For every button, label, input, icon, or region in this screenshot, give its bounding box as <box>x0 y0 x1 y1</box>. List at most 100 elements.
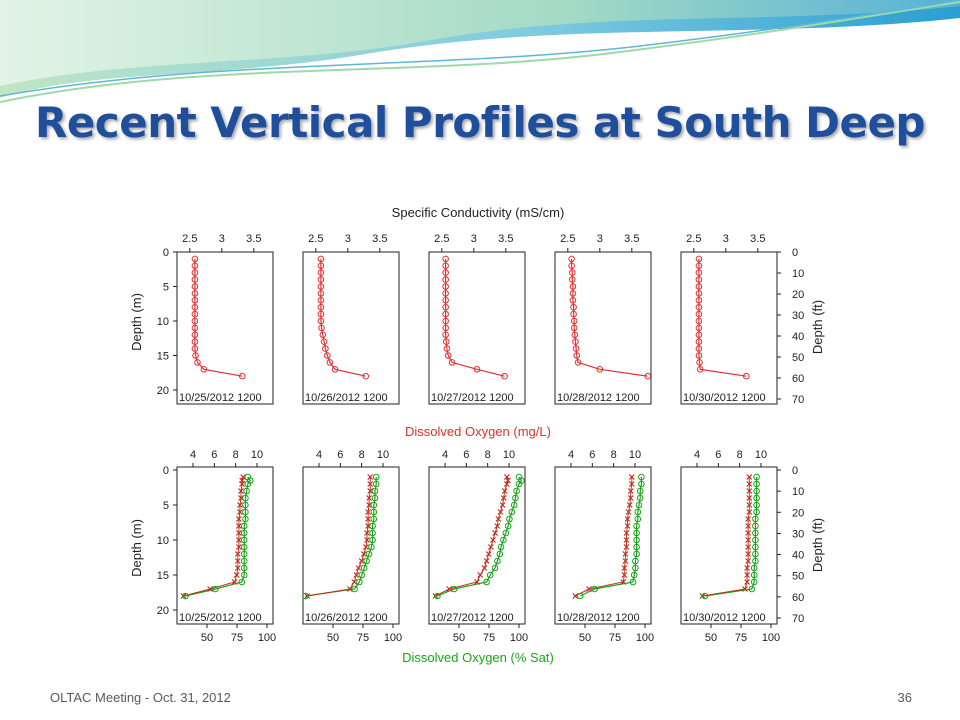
oxygen-mgl-point <box>746 502 753 508</box>
x-tick-label-pct: 75 <box>231 632 243 644</box>
oxygen-sat-point <box>370 501 378 509</box>
conductivity-point <box>442 297 449 304</box>
conductivity-point <box>442 310 449 318</box>
oxygen-mgl-point <box>621 565 628 571</box>
oxygen-mgl-point <box>180 593 187 599</box>
conductivity-point <box>473 366 481 373</box>
oxygen-sat-point <box>634 508 642 516</box>
oxygen-mgl-point <box>503 481 510 487</box>
oxygen-sat-point <box>753 473 760 481</box>
x-tick-label-mgl: 6 <box>715 449 721 461</box>
panel-frame <box>680 466 778 625</box>
conductivity-point <box>695 324 703 332</box>
oxygen-mgl-point <box>620 579 627 585</box>
x-tick-label: 3.5 <box>246 233 261 245</box>
oxygen-sat-point <box>240 543 248 551</box>
oxygen-sat-point <box>512 494 519 502</box>
x-tick-label: 3 <box>345 233 351 245</box>
oxygen-mgl-point <box>497 509 504 515</box>
oxygen-sat-point <box>753 487 760 495</box>
oxygen-sat-point <box>632 557 639 565</box>
panel-frame <box>680 251 778 405</box>
oxygen-mgl-point <box>624 516 631 522</box>
x-tick-label-mgl: 4 <box>442 449 448 461</box>
oxygen-sat-point <box>633 550 640 558</box>
oxygen-sat-point <box>752 515 759 523</box>
panel-date-label: 10/25/2012 1200 <box>179 392 262 404</box>
oxygen-sat-line <box>704 477 758 597</box>
oxygen-mgl-point <box>365 516 371 522</box>
panel-date-label: 10/25/2012 1200 <box>179 612 262 624</box>
oxygen-mgl-point <box>481 565 488 571</box>
conductivity-point <box>238 372 246 380</box>
oxygen-mgl-point <box>586 586 593 592</box>
oxygen-sat-point <box>629 578 637 586</box>
oxygen-mgl-point <box>744 572 751 578</box>
oxygen-mgl-point <box>622 551 629 557</box>
oxygen-sat-point <box>506 515 513 523</box>
oxygen-sat-point <box>750 578 758 586</box>
conductivity-point <box>317 310 325 318</box>
header-wave-banner <box>0 0 960 103</box>
slide-title: Recent Vertical Profiles at South Deep <box>34 98 926 147</box>
oxygen-mgl-point <box>240 474 247 480</box>
conductivity-point <box>695 345 703 352</box>
oxygen-sat-point <box>369 522 376 530</box>
oxygen-mgl-point <box>237 502 243 508</box>
conductivity-point <box>501 372 508 380</box>
conductivity-point <box>320 338 328 346</box>
panel-date-label: 10/30/2012 1200 <box>683 392 766 404</box>
oxygen-sat-point <box>500 536 507 544</box>
conductivity-point <box>742 372 750 380</box>
panel-date-label: 10/30/2012 1200 <box>683 612 766 624</box>
oxygen-sat-point <box>515 480 523 488</box>
oxygen-mgl-point <box>432 593 439 599</box>
oxygen-sat-point <box>752 522 759 530</box>
conductivity-line <box>445 258 505 377</box>
oxygen-sat-point <box>212 585 219 593</box>
conductivity-point <box>569 290 577 297</box>
conductivity-point <box>695 303 703 311</box>
conductivity-point <box>191 255 199 263</box>
oxygen-mgl-point <box>746 488 753 494</box>
y-tick-label: 20 <box>157 605 169 617</box>
conductivity-point <box>317 303 325 311</box>
oxygen-sat-point <box>182 592 189 600</box>
oxygen-mgl-point <box>304 593 311 599</box>
oxygen-sat-point <box>576 592 584 600</box>
oxygen-ylabel: Depth (m) <box>129 519 144 577</box>
oxygen-mgl-point <box>627 495 634 501</box>
x-tick-label: 2.5 <box>434 233 449 245</box>
panel-date-label: 10/26/2012 1200 <box>305 392 388 404</box>
oxygen-sat-point <box>701 592 709 600</box>
conductivity-point <box>200 366 208 373</box>
oxygen-mgl-point <box>572 593 579 599</box>
oxygen-sat-point <box>636 487 644 495</box>
oxygen-sat-point <box>240 564 248 572</box>
oxygen-mgl-point <box>745 523 752 529</box>
oxygen-sat-line <box>579 477 642 597</box>
oxygen-sat-point <box>634 515 642 523</box>
oxygen-sat-point <box>633 536 640 544</box>
oxygen-sat-point <box>240 529 248 537</box>
conductivity-point <box>331 366 339 373</box>
panel-frame <box>554 251 652 405</box>
oxygen-sat-point <box>753 501 760 509</box>
oxygen-sat-point <box>753 494 760 502</box>
x-tick-label-mgl: 6 <box>589 449 595 461</box>
oxygen-sat-point <box>302 592 309 600</box>
conductivity-point <box>596 366 604 373</box>
conductivity-point <box>695 297 703 304</box>
oxygen-mgl-point <box>628 474 635 480</box>
oxygen-mgl-point <box>499 502 506 508</box>
conductivity-line <box>698 258 747 377</box>
oxygen-panel-4: 4 6 8 10 50 75 100 10/28/2012 1200 <box>554 449 654 644</box>
x-tick-label-pct: 100 <box>762 632 780 644</box>
x-tick-label: 3.5 <box>498 233 513 245</box>
oxygen-sat-point <box>635 501 643 509</box>
oxygen-sat-point <box>591 585 598 593</box>
oxygen-ylabel-right: Depth (ft) <box>810 518 825 572</box>
oxygen-sat-axis-title: Dissolved Oxygen (% Sat) <box>402 650 554 665</box>
conductivity-line <box>194 258 243 377</box>
oxygen-mgl-point <box>746 495 753 501</box>
